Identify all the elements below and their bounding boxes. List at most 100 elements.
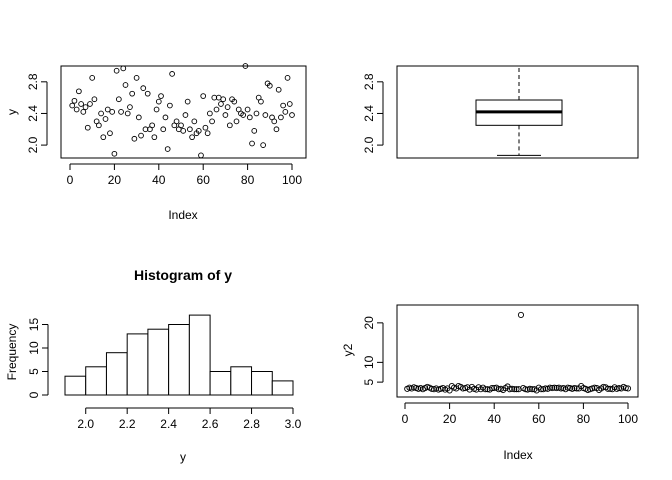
data-point: [282, 109, 289, 115]
data-point: [604, 385, 611, 392]
data-point: [84, 124, 91, 131]
chart-title: Histogram of y: [134, 267, 232, 283]
data-point: [542, 385, 549, 392]
y-axis-label: y2: [341, 343, 355, 356]
data-point: [280, 102, 286, 109]
data-point: [69, 102, 76, 109]
y-axis: 2.0 2.4 2.8: [362, 73, 384, 153]
data-point: [459, 385, 467, 392]
data-point: [242, 63, 249, 69]
data-point: [571, 384, 578, 392]
data-point: [249, 140, 255, 147]
data-point: [82, 104, 89, 110]
data-point: [138, 132, 144, 139]
data-point: [226, 122, 233, 129]
histogram-bar: [188, 314, 211, 396]
data-point: [144, 90, 151, 97]
data-point: [482, 386, 489, 393]
data-point: [198, 152, 204, 159]
data-point: [271, 118, 278, 125]
y-axis-tick-label: 2.0: [362, 136, 376, 153]
data-point: [118, 109, 124, 115]
data-point: [484, 386, 491, 393]
data-point: [231, 98, 238, 105]
data-point: [506, 386, 513, 393]
data-point: [526, 385, 533, 392]
x-axis-tick-label: 100: [282, 173, 302, 187]
data-point: [96, 122, 102, 129]
data-point: [244, 106, 251, 113]
data-point: [253, 110, 260, 117]
data-point: [104, 106, 111, 113]
data-point: [184, 98, 191, 105]
data-point: [122, 82, 129, 88]
y-axis: 0 5 10 15: [27, 318, 49, 398]
x-axis-tick-label: 2.2: [119, 417, 136, 431]
data-point: [213, 106, 220, 113]
boxplot: [475, 65, 563, 156]
histogram-bar: [105, 352, 128, 396]
data-point: [222, 112, 229, 118]
data-point: [266, 82, 273, 89]
y-axis-tick-label: 20: [362, 316, 376, 330]
y-axis-tick-label: 2.4: [26, 105, 40, 122]
data-point: [98, 110, 104, 117]
data-point: [207, 110, 213, 117]
data-point: [284, 75, 291, 81]
data-point: [195, 128, 202, 134]
bars: [64, 314, 294, 396]
data-point: [428, 385, 435, 392]
x-axis-tick-label: 2.6: [202, 417, 219, 431]
data-point: [167, 102, 173, 109]
data-point: [513, 386, 520, 393]
y-axis: 5 10 20: [362, 316, 384, 385]
data-point: [240, 112, 247, 118]
x-axis-tick-label: 20: [108, 173, 122, 187]
data-point: [522, 386, 529, 393]
y-axis-tick-label: 5: [362, 378, 376, 385]
histogram-bar: [251, 371, 273, 396]
data-point: [624, 385, 632, 392]
x-axis: 2.0 2.2 2.4 2.6 2.8 3.0: [77, 407, 302, 431]
data-point: [107, 130, 113, 137]
data-point: [491, 384, 498, 392]
data-point: [111, 150, 118, 157]
data-point: [120, 65, 127, 72]
data-point: [109, 109, 116, 115]
data-point: [178, 122, 184, 129]
y-axis-tick-label: 10: [27, 341, 41, 355]
data-point: [488, 384, 496, 392]
histogram-bar: [168, 324, 190, 396]
data-point: [78, 101, 84, 107]
data-point: [558, 385, 565, 392]
data-point: [224, 104, 231, 110]
data-point: [546, 384, 554, 391]
data-point: [173, 118, 180, 125]
y-axis-tick-label: 2.4: [362, 105, 376, 122]
y-axis-tick-label: 2.0: [26, 136, 40, 153]
data-point: [251, 128, 258, 134]
x-axis-tick-label: 100: [618, 412, 638, 426]
x-axis-label: Index: [503, 448, 532, 462]
y-axis-tick-label: 5: [27, 368, 41, 375]
points: [404, 311, 632, 394]
x-axis-tick-label: 3.0: [285, 417, 302, 431]
x-axis-tick-label: 80: [241, 173, 255, 187]
data-point: [275, 86, 282, 93]
data-point: [189, 134, 195, 141]
data-point: [187, 126, 193, 133]
histogram-bar: [64, 375, 87, 396]
data-point: [262, 112, 269, 118]
x-axis-tick-label: 2.8: [243, 417, 260, 431]
data-point: [91, 96, 98, 103]
data-point: [131, 135, 138, 142]
data-point: [191, 118, 198, 125]
data-point: [246, 114, 253, 121]
y-axis-label: y: [5, 109, 19, 115]
data-point: [153, 106, 160, 113]
data-point: [529, 386, 536, 393]
data-point: [113, 67, 120, 74]
scatter-y-panel: 0 20 40 60 80 100 2.0 2.4 2.8 Index y: [5, 63, 307, 222]
histogram-bar: [209, 371, 232, 396]
